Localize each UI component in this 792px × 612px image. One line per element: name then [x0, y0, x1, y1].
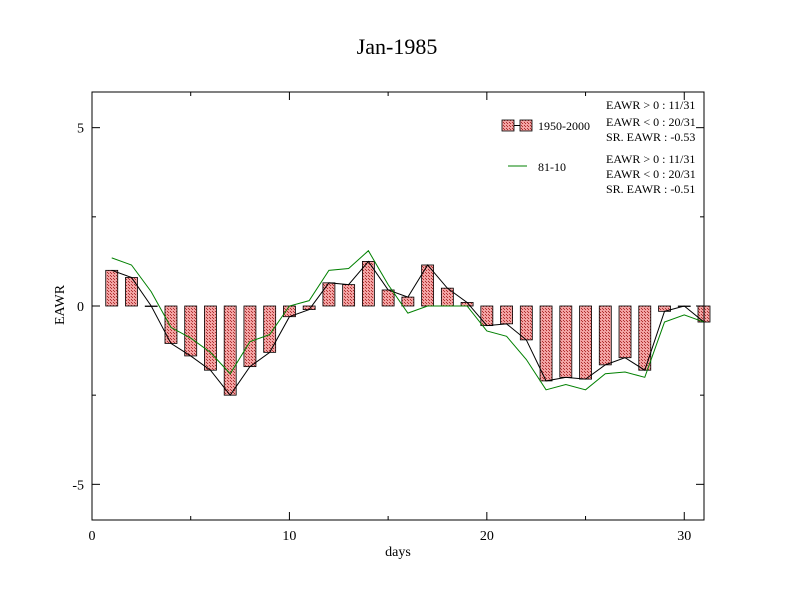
- y-tick-label: 0: [77, 300, 84, 315]
- bar-12: [322, 282, 336, 307]
- bar-outline-line-group: [111, 260, 705, 397]
- legend-stat-81-10: EAWR < 0 : 20/31: [606, 167, 696, 181]
- bar-21: [500, 305, 513, 325]
- legend-stat-81-10: EAWR > 0 : 11/31: [606, 152, 695, 166]
- legend-label-81-10: 81-10: [538, 160, 566, 174]
- green-line-group: [111, 249, 705, 391]
- bar-7: [223, 305, 237, 396]
- legend-stat-1950-2000: EAWR > 0 : 11/31: [606, 98, 695, 112]
- bar-28: [638, 305, 652, 371]
- bar-26: [598, 305, 612, 366]
- legend-stat-1950-2000: SR. EAWR : -0.53: [606, 130, 695, 144]
- y-tick-label: -5: [72, 478, 84, 493]
- bar-5: [184, 305, 198, 357]
- bar-1: [105, 269, 119, 307]
- y-axis-ticks: -5 0 5: [72, 122, 704, 493]
- bar-13: [342, 284, 356, 307]
- x-axis-ticks: 0 10 20 30: [89, 92, 691, 544]
- x-tick-label: 0: [89, 529, 96, 544]
- line-series-81-10: [111, 249, 705, 391]
- bar-16: [401, 296, 415, 307]
- bar-20: [480, 305, 494, 327]
- bar-8: [243, 305, 257, 368]
- bar-24: [559, 305, 573, 378]
- bar-22: [519, 305, 533, 341]
- bar-series-line: [111, 260, 705, 397]
- bars-group: [105, 261, 711, 396]
- legend-stat-81-10: SR. EAWR : -0.51: [606, 182, 695, 196]
- bar-4: [164, 305, 178, 344]
- legend-swatch-bar-left: [501, 119, 515, 132]
- x-tick-label: 30: [677, 529, 691, 544]
- legend-label-1950-2000: 1950-2000: [538, 119, 590, 133]
- bar-25: [579, 305, 592, 380]
- y-axis-label: EAWR: [53, 284, 68, 325]
- bar-6: [204, 305, 217, 371]
- bar-23: [539, 305, 553, 382]
- legend-swatch-bar-right: [519, 119, 533, 132]
- bar-2: [125, 277, 138, 307]
- x-tick-label: 10: [282, 529, 296, 544]
- x-axis-label: days: [385, 545, 411, 560]
- bar-27: [618, 305, 632, 359]
- legend-stat-1950-2000: EAWR < 0 : 20/31: [606, 115, 696, 129]
- y-tick-label: 5: [77, 122, 84, 137]
- chart-title: Jan-1985: [357, 34, 438, 59]
- bar-15: [381, 289, 395, 307]
- x-tick-label: 20: [480, 529, 494, 544]
